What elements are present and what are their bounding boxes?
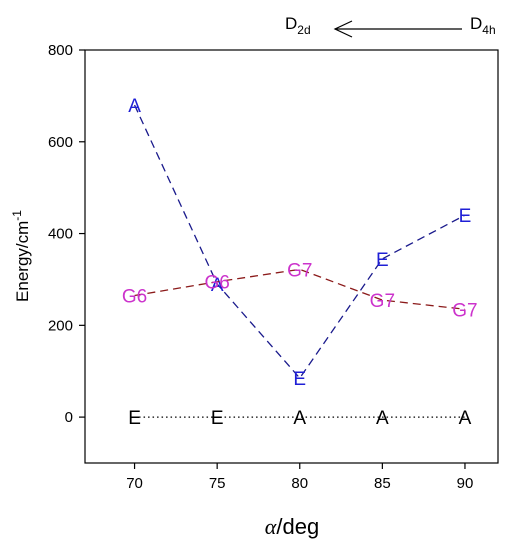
point-label: A [376,408,389,429]
point-label: E [293,369,306,390]
point-label: E [459,206,472,227]
annotation-left-label: D2d [285,14,311,37]
x-axis-title: α/deg [265,514,319,539]
plot-frame [84,49,499,464]
point-label: G7 [370,291,395,312]
series-line [133,104,466,380]
y-tick-label: 200 [48,317,73,334]
symmetry-annotation: D2d D4h [285,14,496,38]
x-tick-label: 75 [209,475,226,492]
series-line [134,268,466,310]
x-tick-label: 85 [374,475,391,492]
x-axis: 70 75 80 85 90 [126,463,473,492]
x-tick-label: 70 [126,475,143,492]
x-tick-label: 80 [291,475,308,492]
point-label: A [211,275,224,296]
point-label: E [128,408,141,429]
y-tick-label: 0 [65,409,73,426]
point-label: G7 [452,300,477,321]
y-tick-label: 400 [48,226,73,243]
point-label: A [459,408,472,429]
point-label: A [293,408,306,429]
series-1: A A E E E [128,96,471,390]
y-axis-title: Energy/cm-1 [10,210,32,302]
point-label: E [211,408,224,429]
y-axis: 0 200 400 600 800 [48,42,85,426]
x-tick-label: 90 [457,475,474,492]
y-tick-label: 800 [48,42,73,59]
annotation-arrow-head [333,20,353,38]
point-label: G6 [122,287,147,308]
point-label: G7 [287,260,312,281]
annotation-right-label: D4h [470,14,496,37]
y-tick-label: 600 [48,134,73,151]
point-label: G6 [204,273,229,294]
point-label: A [128,96,141,117]
series-2: G6 G6 G7 G7 G7 [122,260,478,321]
point-label: E [376,250,389,271]
